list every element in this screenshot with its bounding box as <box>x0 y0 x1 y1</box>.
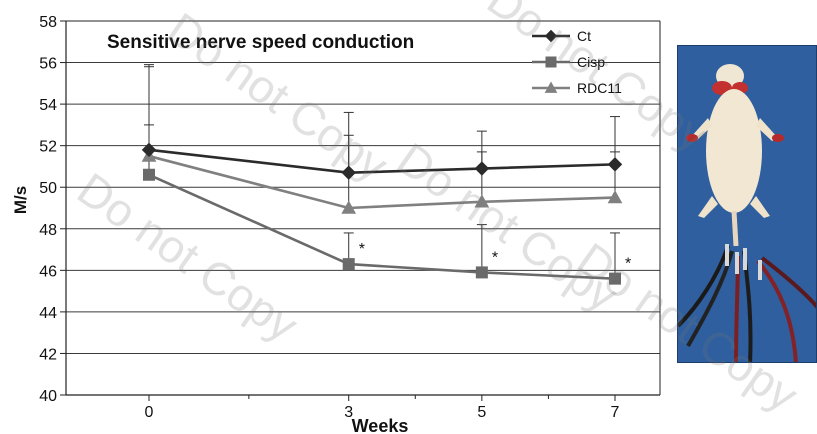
mouse-photo <box>677 45 817 363</box>
y-tick-label: 50 <box>39 180 57 197</box>
mouse-electrodes-photo-icon <box>678 46 816 362</box>
significance-star: * <box>625 256 631 273</box>
legend-item-rdc11: RDC11 <box>532 80 622 96</box>
series-line-cisp <box>148 173 616 280</box>
legend-item-cisp: Cisp <box>532 54 605 70</box>
legend: Ct Cisp RDC11 <box>532 28 622 96</box>
y-tick-label: 52 <box>39 139 57 156</box>
legend-marker <box>545 56 557 68</box>
series-lines <box>148 148 616 280</box>
data-point-rdc11 <box>341 200 357 214</box>
x-axis-label: Weeks <box>352 416 409 434</box>
data-points <box>141 142 623 285</box>
y-tick-labels: 40 42 44 46 48 50 52 54 56 58 <box>39 14 57 405</box>
data-point-ct <box>141 142 157 158</box>
chart-title: Sensitive nerve speed conduction <box>107 32 414 53</box>
data-point-cisp <box>342 258 355 271</box>
x-tick-label: 0 <box>145 404 154 421</box>
data-point-rdc11 <box>607 190 623 204</box>
legend-marker <box>544 29 558 43</box>
y-tick-label: 40 <box>39 388 57 405</box>
y-axis-label: M/s <box>11 186 30 214</box>
legend-label: Cisp <box>577 54 605 70</box>
data-point-ct <box>607 157 623 172</box>
x-tick-label: 3 <box>344 404 353 421</box>
significance-star: * <box>359 241 365 258</box>
legend-label: Ct <box>577 28 591 44</box>
y-tick-label: 48 <box>39 222 57 239</box>
x-tick-label: 7 <box>611 404 620 421</box>
legend-marker <box>544 81 558 93</box>
data-point-cisp <box>143 168 155 181</box>
x-tick-labels: 0 3 5 7 <box>145 404 620 421</box>
legend-item-ct: Ct <box>532 28 591 44</box>
data-point-ct <box>474 161 490 176</box>
y-tick-label: 54 <box>39 97 57 114</box>
legend-label: RDC11 <box>577 80 622 96</box>
data-point-ct <box>341 165 356 180</box>
data-point-rdc11 <box>474 194 490 208</box>
x-tick-label: 5 <box>477 404 486 421</box>
data-point-cisp <box>475 266 488 279</box>
line-chart: 40 42 44 46 48 50 52 54 56 58 0 3 5 7 * * * Sensitive … <box>11 14 661 434</box>
y-tick-label: 42 <box>39 346 57 363</box>
y-tick-label: 44 <box>39 305 57 322</box>
data-point-cisp <box>609 272 621 285</box>
y-tick-label: 46 <box>39 263 57 280</box>
y-tick-label: 58 <box>39 14 57 31</box>
grid-lines <box>66 20 660 354</box>
series-line-rdc11 <box>148 154 616 210</box>
y-tick-label: 56 <box>39 56 57 73</box>
axes <box>60 20 661 401</box>
series-line-ct <box>148 148 616 174</box>
significance-annotations: * * * <box>359 241 632 273</box>
significance-star: * <box>492 249 498 266</box>
